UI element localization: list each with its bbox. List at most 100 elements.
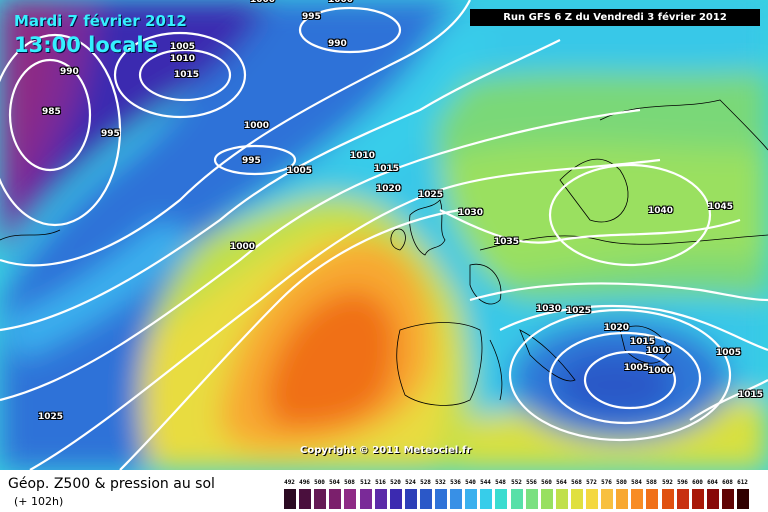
isobar-label: 1000: [328, 0, 354, 5]
legend-value: 592: [662, 479, 673, 486]
legend-value: 496: [299, 479, 310, 486]
copyright-text: Copyright © 2011 Meteociel.fr: [300, 445, 472, 456]
isobar-label: 1010: [646, 346, 672, 356]
legend-swatch: [343, 489, 356, 509]
legend-value: 612: [737, 479, 748, 486]
legend-value: 504: [329, 479, 340, 486]
isobar-label: 1010: [170, 54, 196, 64]
legend-swatch: [464, 489, 477, 509]
isobar-label: 1005: [624, 363, 650, 373]
legend-value: 552: [511, 479, 522, 486]
legend-value: 532: [435, 479, 446, 486]
legend-swatch: [706, 489, 719, 509]
isobar-label: 1045: [708, 202, 734, 212]
isobar-label: 1005: [287, 166, 313, 176]
coastlines: [0, 99, 768, 406]
model-run-label: Run GFS 6 Z du Vendredi 3 février 2012: [470, 9, 760, 26]
legend-value: 548: [495, 479, 506, 486]
legend-value: 492: [284, 479, 295, 486]
legend-value: 512: [360, 479, 371, 486]
legend-value: 556: [526, 479, 537, 486]
legend-swatch: [615, 489, 628, 509]
legend-swatch: [540, 489, 553, 509]
isobar-label: 1005: [170, 42, 196, 52]
legend-swatch: [600, 489, 613, 509]
legend-swatch: [555, 489, 568, 509]
legend-swatch: [645, 489, 658, 509]
legend-value: 588: [646, 479, 657, 486]
legend-swatch: [434, 489, 447, 509]
isobars: [0, 0, 768, 470]
legend-swatch: [736, 489, 749, 509]
legend-value: 600: [692, 479, 703, 486]
legend-swatch: [570, 489, 583, 509]
legend-value: 516: [375, 479, 386, 486]
legend-swatch: [419, 489, 432, 509]
isobar-label: 1000: [250, 0, 276, 5]
legend-value: 560: [541, 479, 552, 486]
isobar-label: 1000: [648, 366, 674, 376]
legend-value: 564: [556, 479, 567, 486]
legend-swatch: [359, 489, 372, 509]
isobar-label: 995: [242, 156, 261, 166]
isobar-label: 990: [328, 39, 347, 49]
legend-value: 568: [571, 479, 582, 486]
legend-value: 584: [631, 479, 642, 486]
isobar-label: 1020: [376, 184, 402, 194]
legend-value: 604: [707, 479, 718, 486]
color-scale: 492 496 500 504 508 512 516 520 524 528 532 536 540 5…: [283, 479, 751, 509]
legend-value: 520: [390, 479, 401, 486]
legend-swatch: [525, 489, 538, 509]
isobar-label: 1025: [38, 412, 64, 422]
legend-swatch: [676, 489, 689, 509]
isobar-label: 1020: [604, 323, 630, 333]
isobar-label: 985: [42, 107, 61, 117]
legend-value: 580: [616, 479, 627, 486]
legend-value: 572: [586, 479, 597, 486]
isobar-label: 1015: [738, 390, 764, 400]
forecast-local-time: 13:00 locale: [14, 33, 158, 57]
legend-swatch: [374, 489, 387, 509]
legend-swatch: [721, 489, 734, 509]
legend-value: 500: [314, 479, 325, 486]
legend-swatch: [585, 489, 598, 509]
legend-swatch: [661, 489, 674, 509]
legend-swatch: [313, 489, 326, 509]
isobar-label: 1010: [350, 151, 376, 161]
legend-value: 544: [480, 479, 491, 486]
legend-value: 528: [420, 479, 431, 486]
legend-swatch: [494, 489, 507, 509]
legend-value: 608: [722, 479, 733, 486]
forecast-date: Mardi 7 février 2012: [14, 12, 187, 30]
isobar-label: 1015: [374, 164, 400, 174]
isobar-label: 990: [60, 67, 79, 77]
forecast-range: (+ 102h): [14, 495, 64, 508]
weather-map: Mardi 7 février 2012 13:00 locale Run GF…: [0, 0, 768, 470]
legend-swatch: [283, 489, 296, 509]
isobar-label: 1025: [566, 306, 592, 316]
isobar-label: 1035: [494, 237, 520, 247]
legend-value: 508: [344, 479, 355, 486]
legend-swatch: [449, 489, 462, 509]
legend-swatch: [389, 489, 402, 509]
legend-value: 524: [405, 479, 416, 486]
legend-swatch: [328, 489, 341, 509]
isobar-label: 1015: [174, 70, 200, 80]
isobar-label: 1015: [630, 337, 656, 347]
legend-value: 536: [450, 479, 461, 486]
legend-value: 576: [601, 479, 612, 486]
isobar-label: 995: [101, 129, 120, 139]
legend-swatch: [479, 489, 492, 509]
isobar-label: 995: [302, 12, 321, 22]
legend-swatch: [630, 489, 643, 509]
isobar-label: 1005: [716, 348, 742, 358]
legend-swatch: [691, 489, 704, 509]
legend-value: 596: [677, 479, 688, 486]
isobar-label: 1000: [230, 242, 256, 252]
isobar-label: 1040: [648, 206, 674, 216]
isobar-label: 1000: [244, 121, 270, 131]
legend-swatch: [510, 489, 523, 509]
geopotential-field: [0, 0, 768, 470]
legend-swatch: [404, 489, 417, 509]
isobar-label: 1025: [418, 190, 444, 200]
